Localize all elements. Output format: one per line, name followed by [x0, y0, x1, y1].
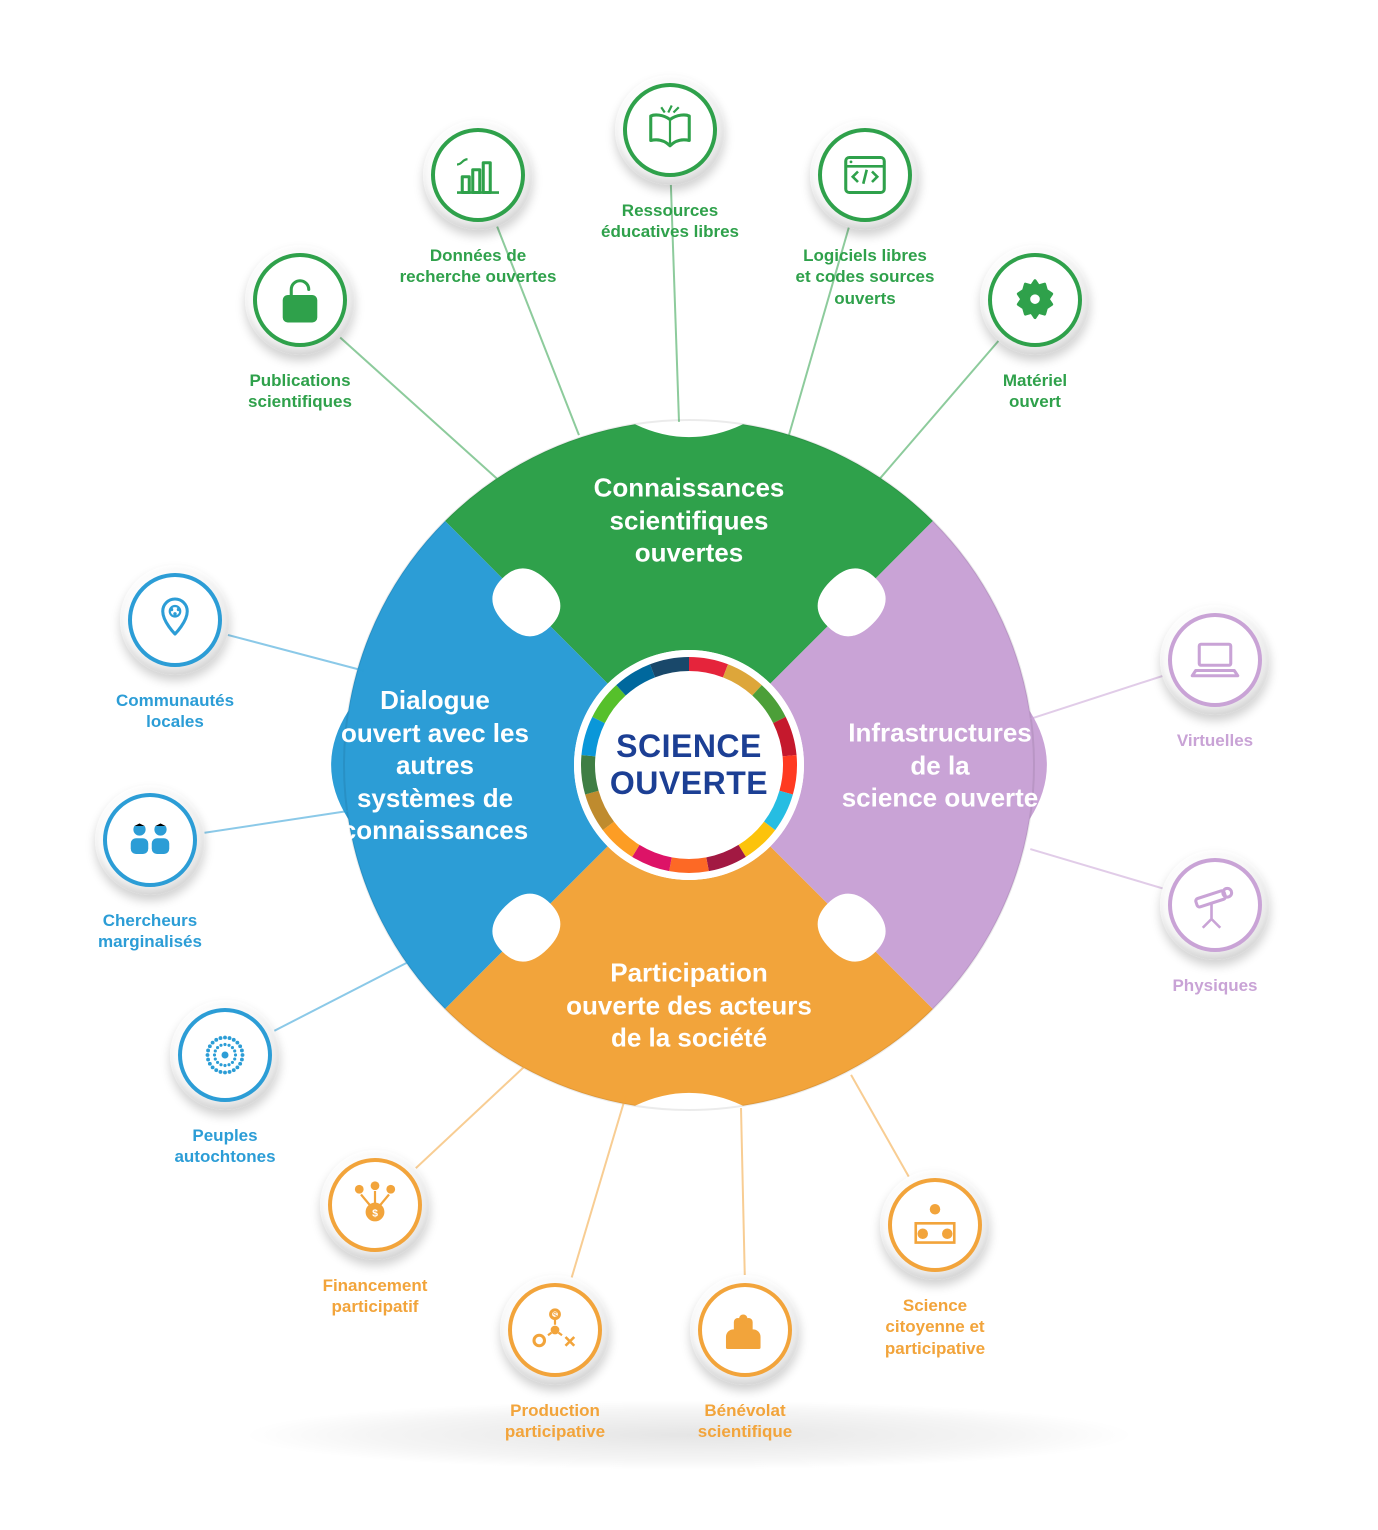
- badge-ring: [818, 128, 912, 222]
- badge-ring: [888, 1178, 982, 1272]
- badge-green-soft: [810, 120, 920, 230]
- mappin-icon: [147, 592, 203, 648]
- badge-blue-autoc: [170, 1000, 280, 1110]
- badge-blue-march: [95, 785, 205, 895]
- badge-green-hw: [980, 245, 1090, 355]
- badge-ring: [178, 1008, 272, 1102]
- badge-green-oer: [615, 75, 725, 185]
- hands-icon: [717, 1302, 773, 1358]
- lock-icon: [272, 272, 328, 328]
- sdg-ring-seg: [689, 664, 725, 671]
- badge-blue-comm: [120, 565, 230, 675]
- diagram-stage: SCIENCEOUVERTEConnaissancesscientifiques…: [0, 0, 1378, 1530]
- coprod-icon: $: [527, 1302, 583, 1358]
- badge-ring: [1168, 858, 1262, 952]
- badge-ring: [1168, 613, 1262, 707]
- badge-orange-vol: [690, 1275, 800, 1385]
- sdg-ring-seg: [588, 756, 592, 793]
- telescope-icon: [1187, 877, 1243, 933]
- chart-icon: [450, 147, 506, 203]
- badge-orange-crowd: $: [320, 1150, 430, 1260]
- badge-ring: [623, 83, 717, 177]
- badge-orange-citsci: [880, 1170, 990, 1280]
- badge-orange-copro: $: [500, 1275, 610, 1385]
- laptop-icon: [1187, 632, 1243, 688]
- svg-text:$: $: [553, 1311, 558, 1320]
- badge-ring: $: [508, 1283, 602, 1377]
- badge-ring: [103, 793, 197, 887]
- sdg-ring-seg: [653, 664, 689, 671]
- ground-shadow: [239, 1400, 1139, 1470]
- badge-purple-virt: [1160, 605, 1270, 715]
- badge-ring: [128, 573, 222, 667]
- puzzle-svg: [0, 0, 1378, 1530]
- dotring-icon: [197, 1027, 253, 1083]
- book-icon: [642, 102, 698, 158]
- gear-icon: [1007, 272, 1063, 328]
- badge-green-pub: [245, 245, 355, 355]
- badge-green-data: [423, 120, 533, 230]
- meeting-icon: [907, 1197, 963, 1253]
- svg-text:$: $: [372, 1207, 378, 1219]
- center-inner: [600, 676, 778, 854]
- sdg-ring-seg: [670, 864, 707, 866]
- badge-ring: [988, 253, 1082, 347]
- badge-ring: [698, 1283, 792, 1377]
- badge-purple-phys: [1160, 850, 1270, 960]
- badge-ring: [431, 128, 525, 222]
- badge-ring: $: [328, 1158, 422, 1252]
- code-icon: [837, 147, 893, 203]
- sdg-ring-seg: [786, 756, 790, 793]
- badge-ring: [253, 253, 347, 347]
- funding-icon: $: [347, 1177, 403, 1233]
- scholars-icon: [122, 812, 178, 868]
